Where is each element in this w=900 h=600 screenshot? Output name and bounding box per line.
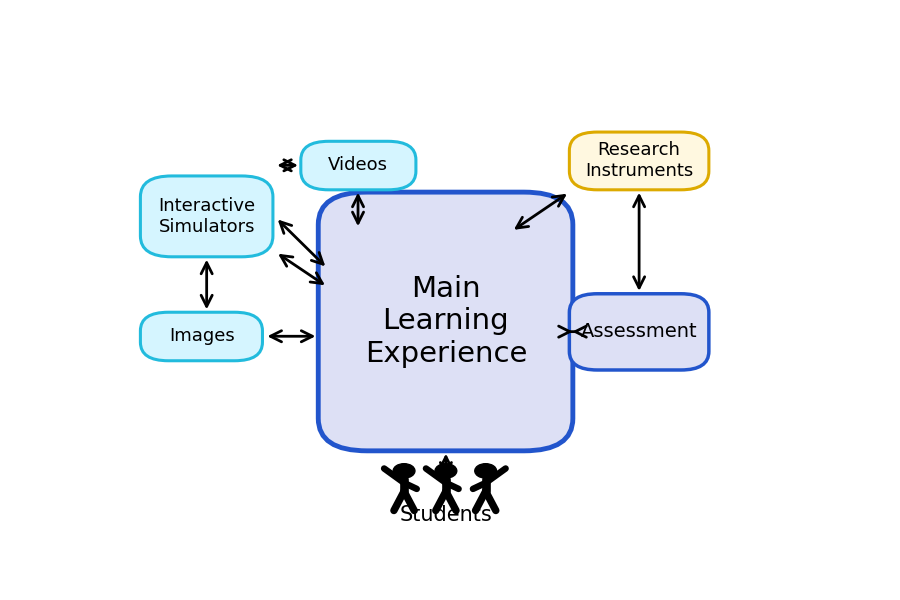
- Circle shape: [435, 464, 457, 478]
- FancyBboxPatch shape: [570, 132, 709, 190]
- Circle shape: [475, 464, 497, 478]
- Text: Videos: Videos: [328, 157, 388, 175]
- Text: Students: Students: [400, 505, 492, 524]
- FancyBboxPatch shape: [140, 176, 273, 257]
- FancyBboxPatch shape: [301, 141, 416, 190]
- Circle shape: [393, 464, 415, 478]
- FancyBboxPatch shape: [319, 192, 572, 451]
- FancyBboxPatch shape: [570, 294, 709, 370]
- Text: Research
Instruments: Research Instruments: [585, 142, 693, 180]
- Text: Images: Images: [169, 327, 235, 345]
- FancyBboxPatch shape: [140, 312, 263, 361]
- Text: Main
Learning
Experience: Main Learning Experience: [364, 275, 527, 368]
- Text: Assessment: Assessment: [580, 322, 698, 341]
- Text: Interactive
Simulators: Interactive Simulators: [158, 197, 256, 236]
